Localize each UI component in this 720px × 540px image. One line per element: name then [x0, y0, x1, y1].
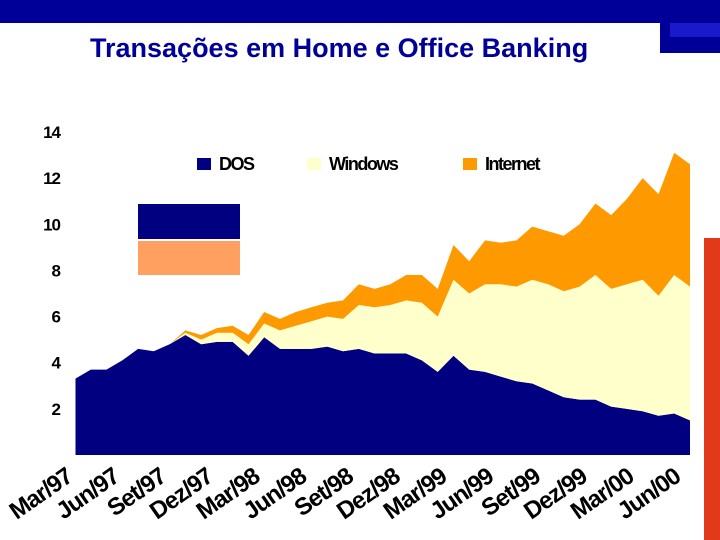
legend: DOS Windows Internet	[197, 154, 542, 174]
y-tick-label: 12	[43, 169, 60, 188]
corner-decoration-inner	[670, 23, 720, 37]
overlay-internet-swatch	[138, 241, 240, 275]
legend-swatch-internet	[463, 158, 477, 170]
area-series-windows	[75, 275, 690, 421]
top-banner	[0, 0, 720, 23]
y-tick-label: 14	[43, 123, 61, 142]
chart-areas	[75, 152, 690, 455]
y-tick-label: 6	[52, 308, 61, 327]
y-tick-label: 8	[52, 261, 61, 280]
legend-label-windows: Windows	[329, 154, 399, 174]
legend-swatch-dos	[197, 158, 211, 170]
y-tick-label: 4	[52, 354, 62, 373]
overlay-dos-swatch	[138, 204, 240, 239]
area-series-internet	[75, 152, 690, 379]
chart-title: Transações em Home e Office Banking	[90, 33, 589, 63]
x-tick-labels: Mar/97Jun/97Set/97Dez/97Mar/98Jun/98Set/…	[5, 462, 686, 525]
y-tick-labels: 2 4 6 8 10 12 14	[43, 123, 62, 419]
legend-label-internet: Internet	[485, 154, 541, 174]
y-tick-label: 10	[43, 215, 60, 234]
legend-label-dos: DOS	[219, 154, 255, 174]
right-edge-strip	[704, 238, 720, 540]
y-tick-label: 2	[52, 400, 61, 419]
legend-swatch-windows	[307, 158, 321, 170]
area-series-dos	[75, 335, 690, 455]
